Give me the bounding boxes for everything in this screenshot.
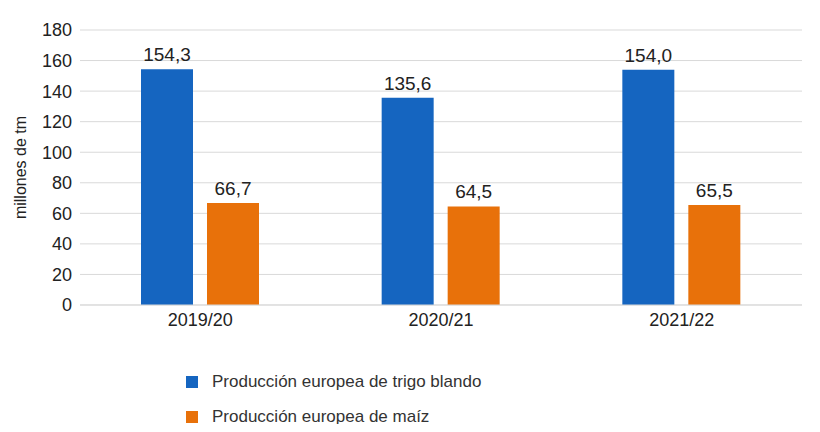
html-text:Producción europea de maíz: Producción europea de maíz bbox=[212, 406, 430, 426]
svg-text:154,0: 154,0 bbox=[625, 45, 673, 66]
svg-text:180: 180 bbox=[42, 20, 72, 40]
svg-text:40: 40 bbox=[52, 234, 72, 254]
svg-text:60: 60 bbox=[52, 204, 72, 224]
svg-text:120: 120 bbox=[42, 112, 72, 132]
svg-text:65,5: 65,5 bbox=[696, 180, 733, 201]
svg-text:2021/22: 2021/22 bbox=[649, 310, 714, 330]
svg-text:160: 160 bbox=[42, 51, 72, 71]
svg-text:140: 140 bbox=[42, 82, 72, 102]
svg-text:0: 0 bbox=[62, 295, 72, 315]
svg-text:20: 20 bbox=[52, 265, 72, 285]
svg-text:154,3: 154,3 bbox=[143, 44, 191, 65]
html-text:Producción europea de trigo bl: Producción europea de trigo blando bbox=[212, 371, 482, 391]
svg-text:135,6: 135,6 bbox=[384, 73, 432, 94]
svg-text:millones de tm: millones de tm bbox=[12, 116, 29, 219]
svg-text:2020/21: 2020/21 bbox=[408, 310, 473, 330]
svg-text:80: 80 bbox=[52, 173, 72, 193]
svg-text:66,7: 66,7 bbox=[215, 178, 252, 199]
svg-text:100: 100 bbox=[42, 143, 72, 163]
svg-text:64,5: 64,5 bbox=[455, 181, 492, 202]
svg-text:2019/20: 2019/20 bbox=[168, 310, 233, 330]
